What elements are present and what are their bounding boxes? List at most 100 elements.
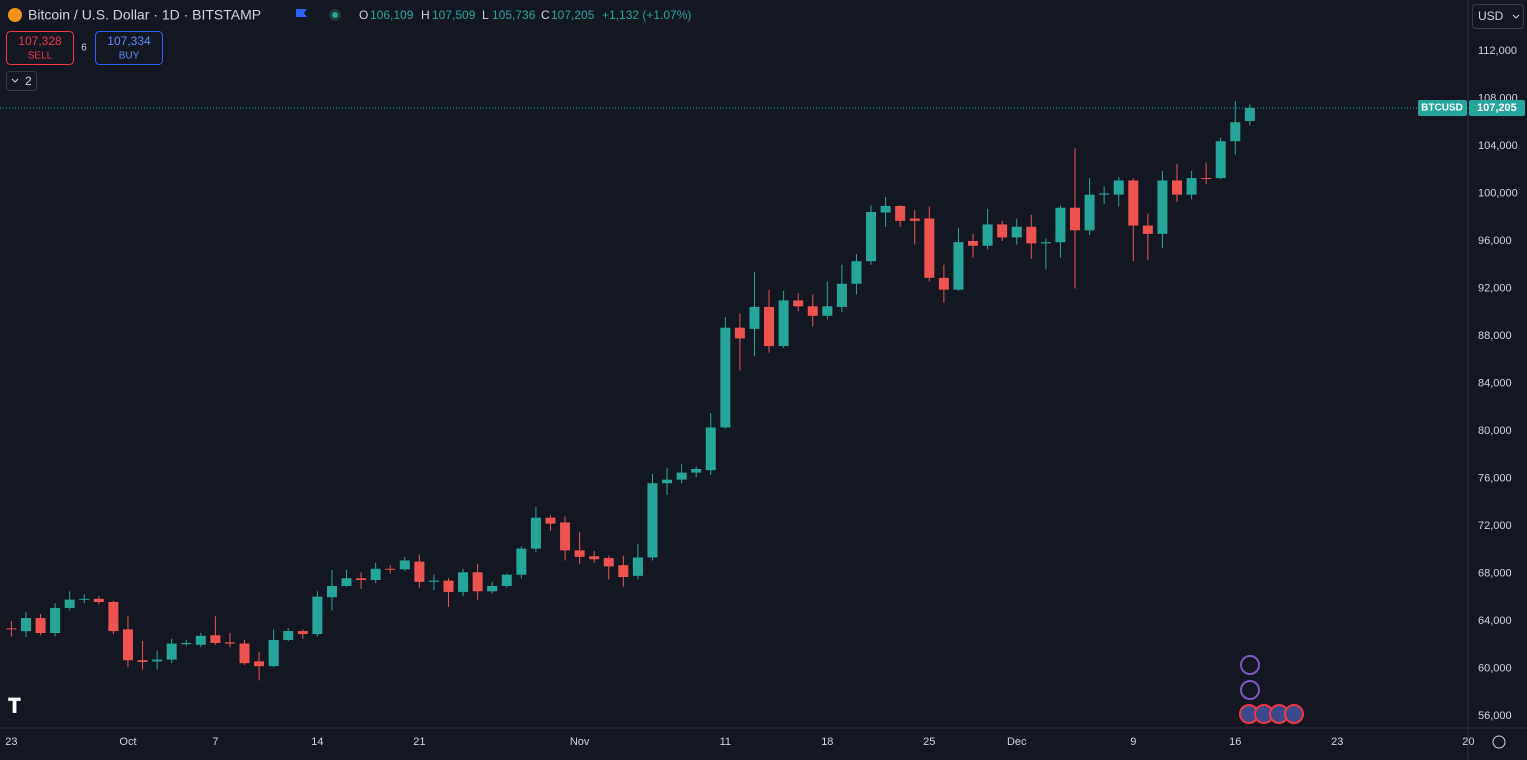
event-icon[interactable] <box>1240 655 1260 675</box>
currency-button[interactable] <box>1472 4 1524 29</box>
candle-body <box>982 224 993 246</box>
candle-body <box>1142 225 1153 234</box>
candle-body <box>385 568 396 570</box>
candle-body <box>224 642 235 644</box>
candle-body <box>560 522 571 551</box>
candle-body <box>574 550 585 557</box>
candle-body <box>1084 194 1095 231</box>
candle-body <box>734 327 745 339</box>
x-tick-label: 23 <box>1331 736 1343 748</box>
candle-body <box>1186 178 1197 195</box>
y-tick-label: 76,000 <box>1478 472 1512 484</box>
status-dot <box>332 12 338 18</box>
x-tick-label: 16 <box>1229 736 1241 748</box>
candle-body <box>909 218 920 221</box>
candle-body <box>851 261 862 284</box>
candle-body <box>1055 207 1066 243</box>
x-tick-label: Nov <box>570 736 590 748</box>
candle-body <box>1026 226 1037 244</box>
candle-body <box>458 572 469 592</box>
y-tick-label: 72,000 <box>1478 520 1512 532</box>
buy-label: BUY <box>119 51 140 62</box>
logo[interactable]: 𝐓 <box>8 695 21 717</box>
currency: USD <box>1478 9 1504 23</box>
candle-body <box>108 602 119 632</box>
candle-body <box>64 599 75 608</box>
candle-body <box>152 659 163 662</box>
x-tick-label: 21 <box>413 736 425 748</box>
collapsed-count: 2 <box>25 74 32 88</box>
buy-price: 107,334 <box>107 34 151 48</box>
legend-open: 106,109 <box>370 8 414 22</box>
candle-body <box>938 277 949 290</box>
y-tick-label: 88,000 <box>1478 330 1512 342</box>
y-tick-label: 68,000 <box>1478 567 1512 579</box>
candle-body <box>399 560 410 570</box>
candle-body <box>705 427 716 471</box>
y-tick-label: 112,000 <box>1478 45 1517 57</box>
collapse-button[interactable] <box>6 71 37 91</box>
sell-button[interactable] <box>6 31 74 65</box>
candle-body <box>807 306 818 316</box>
candle-body <box>1244 107 1255 121</box>
candle-body <box>210 635 221 643</box>
x-tick-label: 25 <box>923 736 935 748</box>
candle-body <box>676 472 687 480</box>
candle-body <box>1128 180 1139 226</box>
symbol-label: BTCUSD <box>1421 103 1463 114</box>
candle-body <box>181 642 192 645</box>
candle-body <box>603 558 614 567</box>
candle-body <box>1099 193 1110 195</box>
candle-body <box>268 640 279 667</box>
candle-body <box>1201 178 1212 180</box>
spread: 6 <box>81 43 87 54</box>
candle-body <box>254 661 265 667</box>
price-tag <box>1469 99 1525 116</box>
candle-body <box>487 585 498 592</box>
candle-body <box>93 598 104 602</box>
x-tick-label: Oct <box>119 736 136 748</box>
candle-body <box>1040 242 1051 244</box>
candle-body <box>1172 180 1182 195</box>
legend-close: 107,205 <box>551 8 595 22</box>
candle-body <box>632 557 643 576</box>
buy-button[interactable] <box>95 31 163 65</box>
candle-body <box>297 631 308 635</box>
candle-body <box>866 211 877 262</box>
event-icon[interactable] <box>1240 680 1260 700</box>
candle-body <box>1157 180 1168 234</box>
y-tick-label: 60,000 <box>1478 662 1512 674</box>
candle-body <box>895 205 906 221</box>
candle-body <box>166 643 177 660</box>
candle-body <box>997 224 1008 238</box>
candle-body <box>122 629 133 661</box>
candle-body <box>414 561 425 582</box>
candle-body <box>50 607 61 633</box>
candle-body <box>953 242 964 290</box>
currency-chevron <box>1512 14 1520 19</box>
x-tick-label: 9 <box>1130 736 1136 748</box>
candle-body <box>1113 180 1124 195</box>
candle-body <box>79 598 90 600</box>
candle-body <box>428 580 439 582</box>
sell-label: SELL <box>28 51 53 62</box>
settings-icon[interactable] <box>1492 735 1506 749</box>
candle-body <box>720 327 731 428</box>
y-tick-label: 84,000 <box>1478 377 1512 389</box>
candle-body <box>370 568 381 581</box>
candle-body <box>341 578 352 586</box>
flag-icon[interactable] <box>296 9 307 17</box>
x-tick-label: 14 <box>311 736 323 748</box>
candle-body <box>1011 226 1022 238</box>
candle-body <box>880 205 891 213</box>
candle-body <box>647 483 658 558</box>
chart-title: Bitcoin / U.S. Dollar · 1D · BITSTAMP <box>28 7 261 23</box>
candle-body <box>195 635 206 645</box>
candle-body <box>589 556 600 560</box>
candle-body <box>516 548 527 575</box>
candle-body <box>836 283 847 307</box>
candle-body <box>691 469 702 473</box>
y-tick-label: 56,000 <box>1478 710 1512 722</box>
event-flags[interactable] <box>1239 704 1304 724</box>
